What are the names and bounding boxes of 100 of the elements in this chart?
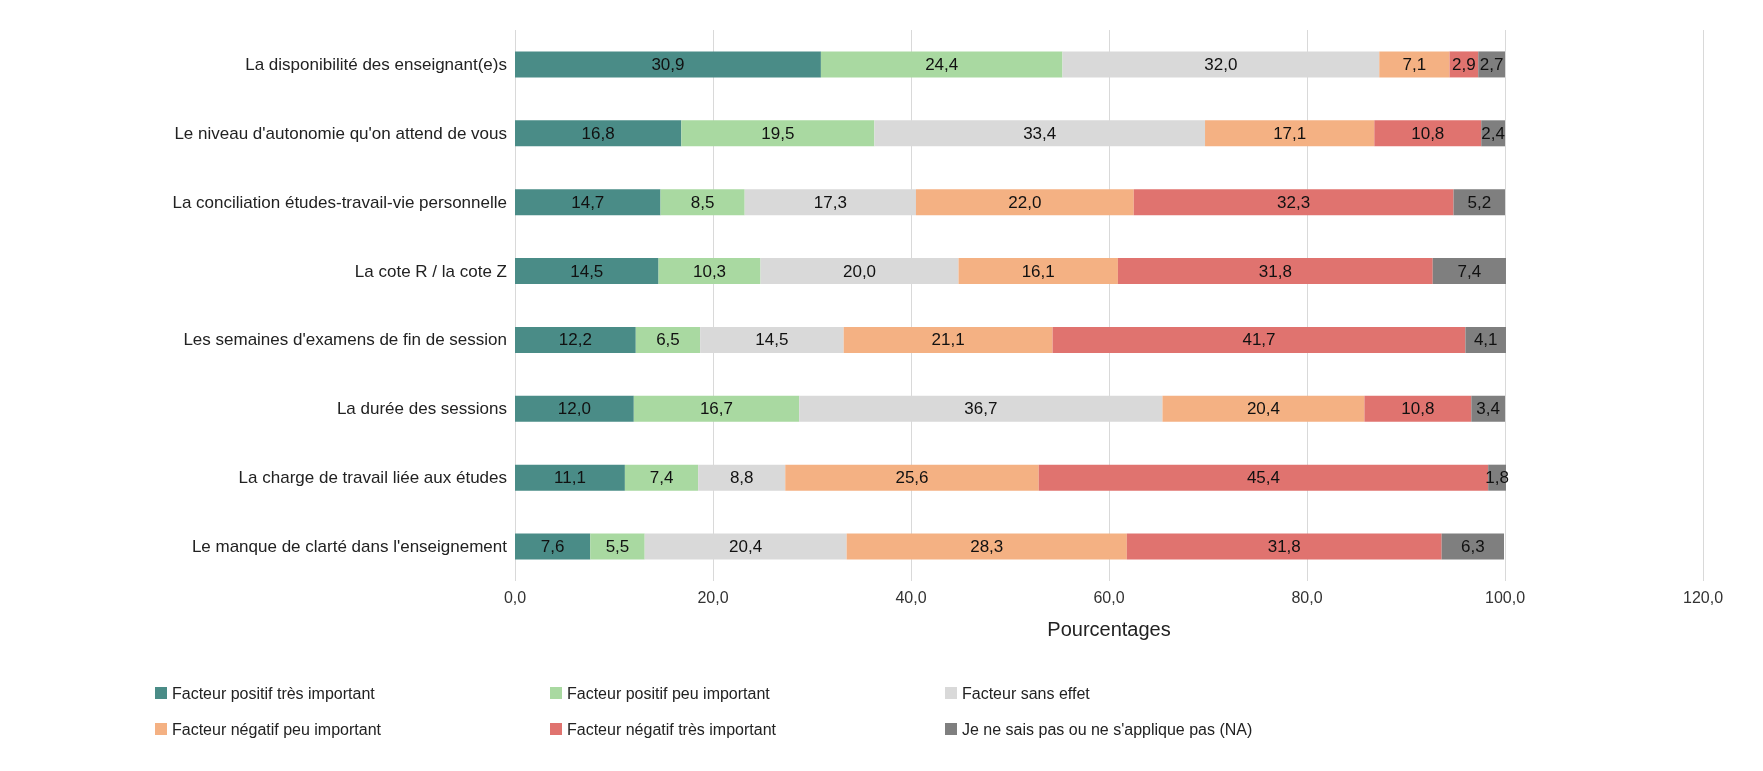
data-label: 19,5 [761, 123, 795, 143]
data-label: 32,0 [1204, 54, 1238, 74]
bar [624, 464, 699, 491]
bar [1441, 533, 1505, 560]
data-label: 14,5 [570, 261, 604, 281]
bar [1364, 395, 1472, 422]
bar [515, 326, 636, 353]
data-label: 2,9 [1452, 54, 1476, 74]
data-label: 17,3 [813, 192, 847, 212]
bar [1162, 395, 1365, 422]
data-label: 10,3 [692, 261, 727, 281]
data-label: 16,8 [581, 123, 615, 143]
data-label: 10,8 [1401, 399, 1435, 419]
x-tick-label: 80,0 [1291, 588, 1323, 606]
data-label: 22,0 [1008, 192, 1042, 212]
data-label: 12,0 [557, 399, 591, 419]
data-label: 45,4 [1246, 468, 1280, 488]
data-label: 30,9 [651, 54, 685, 74]
bar [515, 395, 634, 422]
legend-label: Facteur négatif très important [567, 720, 777, 738]
data-label: 10,8 [1411, 123, 1445, 143]
data-label: 3,4 [1476, 399, 1500, 419]
data-label: 20,4 [729, 537, 763, 557]
data-label: 21,1 [931, 330, 965, 350]
x-tick-label: 60,0 [1093, 588, 1125, 606]
data-label: 4,1 [1473, 330, 1498, 350]
y-tick-label: Les semaines d'examens de fin de session [183, 330, 507, 350]
data-label: 5,5 [605, 537, 630, 557]
bar [843, 326, 1053, 353]
y-tick-label: La charge de travail liée aux études [238, 468, 507, 488]
x-tick-label: 40,0 [895, 588, 927, 606]
bar [681, 120, 875, 147]
bar [1374, 120, 1482, 147]
data-label: 25,6 [895, 468, 929, 488]
bar [1465, 326, 1506, 353]
bar [820, 51, 1063, 78]
data-label: 6,5 [656, 330, 680, 350]
bar [515, 533, 591, 560]
legend-label: Je ne sais pas ou ne s'applique pas (NA) [962, 720, 1253, 738]
bar [515, 120, 682, 147]
x-tick-label: 100,0 [1484, 588, 1526, 606]
data-label: 32,3 [1277, 192, 1311, 212]
data-label: 33,4 [1023, 123, 1057, 143]
bar [590, 533, 645, 560]
bar [515, 258, 659, 285]
data-label: 8,5 [690, 192, 715, 212]
bar [1052, 326, 1466, 353]
bar [915, 189, 1134, 216]
legend-label: Facteur négatif peu important [172, 720, 382, 738]
data-label: 11,1 [554, 468, 586, 488]
bar [1205, 120, 1375, 147]
bar [515, 51, 821, 78]
x-tick-label: 0,0 [503, 588, 527, 606]
data-label: 6,3 [1461, 537, 1485, 557]
data-label: 20,0 [842, 261, 877, 281]
y-tick-label: La conciliation études-travail-vie personnelle [172, 192, 507, 212]
data-label: 31,8 [1258, 261, 1292, 281]
data-label: 16,1 [1021, 261, 1055, 281]
bar [635, 326, 701, 353]
data-label: 2,4 [1481, 123, 1505, 143]
legend-label: Facteur positif très important [172, 684, 376, 702]
bar [633, 395, 800, 422]
bar [1117, 258, 1433, 285]
y-tick-label: La disponibilité des enseignant(e)s [245, 54, 507, 74]
legend-label: Facteur sans effet [962, 684, 1091, 702]
bar [846, 533, 1127, 560]
x-axis-title: Pourcentages [1047, 618, 1171, 640]
data-label: 14,7 [571, 192, 605, 212]
bar [515, 464, 625, 491]
legend-label: Facteur positif peu important [567, 684, 771, 702]
x-tick-label: 20,0 [697, 588, 729, 606]
bar [1133, 189, 1454, 216]
data-label: 5,2 [1467, 192, 1492, 212]
y-tick-label: La cote R / la cote Z [354, 261, 507, 281]
y-tick-label: Le manque de clarté dans l'enseignement [191, 537, 508, 557]
bar [1379, 51, 1450, 78]
data-label: 12,2 [558, 330, 592, 350]
data-label: 36,7 [964, 399, 998, 419]
bar [1126, 533, 1442, 560]
bar [660, 189, 745, 216]
y-tick-label: Le niveau d'autonomie qu'on attend de vous [174, 123, 507, 143]
data-label: 7,4 [1457, 261, 1482, 281]
x-tick-label: 120,0 [1682, 588, 1724, 606]
data-label: 24,4 [925, 54, 959, 74]
data-label: 41,7 [1242, 330, 1276, 350]
y-tick-label: La durée des sessions [336, 399, 507, 419]
bar [515, 189, 661, 216]
data-label: 28,3 [970, 537, 1004, 557]
data-label: 2,7 [1479, 54, 1504, 74]
data-label: 16,7 [699, 399, 734, 419]
data-label: 8,8 [729, 468, 754, 488]
data-label: 20,4 [1246, 399, 1280, 419]
data-label: 14,5 [755, 330, 789, 350]
bar [658, 258, 761, 285]
data-label: 7,4 [649, 468, 674, 488]
data-label: 7,1 [1402, 54, 1427, 74]
data-label: 31,8 [1267, 537, 1301, 557]
bar [1432, 258, 1506, 285]
data-label: 17,1 [1273, 123, 1307, 143]
bar [958, 258, 1118, 285]
